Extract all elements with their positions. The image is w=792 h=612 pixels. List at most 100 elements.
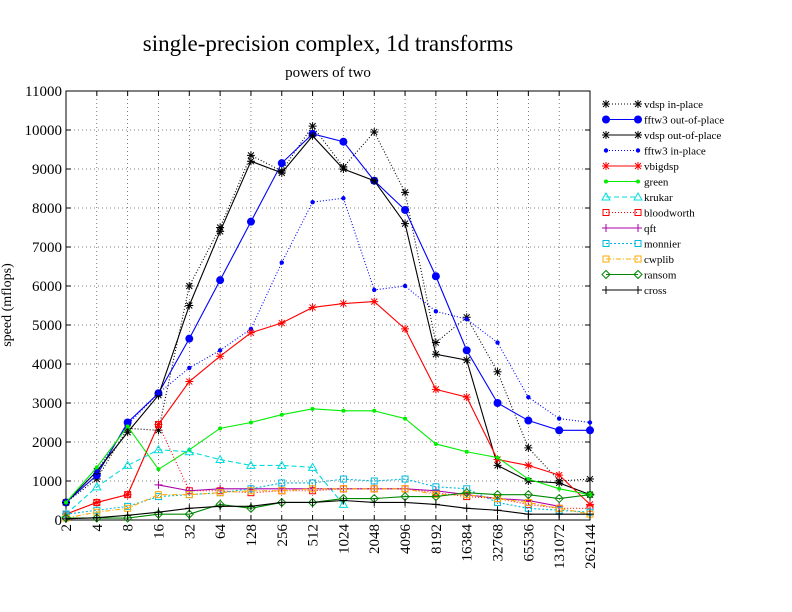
data-point — [586, 475, 594, 484]
legend-label: ransom — [644, 270, 677, 282]
data-point — [92, 513, 101, 522]
data-point — [462, 346, 471, 355]
legend-marker-start — [601, 191, 611, 201]
data-point — [586, 426, 594, 435]
data-point — [310, 406, 315, 411]
x-tick-label: 64 — [213, 524, 229, 540]
x-tick-label: 8192 — [429, 524, 445, 554]
data-point — [461, 487, 472, 498]
legend-label: bloodworth — [644, 208, 695, 220]
legend-item: bloodworth — [602, 208, 695, 220]
chart-subtitle: powers of two — [285, 65, 371, 81]
x-tick-label: 131072 — [552, 524, 568, 569]
data-point — [370, 477, 378, 485]
data-point — [123, 490, 132, 499]
y-axis-label: speed (mflops) — [0, 263, 15, 347]
legend-label: cwplib — [644, 254, 674, 266]
data-point — [493, 367, 502, 376]
legend-item: vdsp out-of-place — [602, 130, 721, 142]
data-point — [554, 493, 564, 504]
legend-marker-start — [602, 209, 610, 216]
series-monnier — [62, 475, 594, 518]
legend: vdsp in-place fftw3 out-of-place vdsp out-… — [601, 99, 724, 297]
x-tick-label: 1024 — [336, 524, 352, 555]
data-point — [91, 481, 102, 491]
data-point — [185, 282, 194, 290]
data-point — [462, 393, 471, 402]
data-point — [370, 176, 379, 185]
legend-label: vdsp in-place — [644, 99, 703, 111]
data-point — [246, 328, 255, 337]
data-point — [463, 491, 471, 499]
data-point — [184, 446, 195, 456]
data-point — [308, 122, 317, 131]
y-tick-label: 6000 — [32, 279, 62, 295]
y-tick-label: 8000 — [32, 201, 62, 217]
legend-marker-start — [602, 255, 610, 263]
data-point — [154, 491, 162, 499]
data-point — [431, 338, 440, 347]
data-point — [247, 487, 255, 495]
data-point — [555, 510, 564, 519]
legend-label: cross — [644, 285, 667, 297]
legend-marker-start — [601, 269, 611, 280]
x-axis: 2 4 8 16 32 64 128 256 512 1024 2048 4096 8192 16384 3… — [59, 91, 599, 569]
data-point — [185, 301, 194, 310]
legend-marker-end — [634, 224, 642, 232]
series-line — [65, 449, 344, 515]
data-point — [339, 137, 348, 146]
data-point — [492, 489, 503, 500]
legend-marker-end — [634, 255, 642, 263]
legend-label: fftw3 in-place — [644, 146, 706, 158]
data-point — [464, 449, 469, 454]
legend-marker-end — [634, 131, 642, 139]
x-tick-label: 256 — [275, 524, 291, 547]
data-point — [216, 489, 224, 497]
legend-label: vdsp out-of-place — [644, 130, 721, 142]
legend-label: vbigdsp — [644, 161, 679, 173]
legend-marker-end — [633, 191, 643, 201]
data-point — [555, 471, 564, 480]
data-point — [122, 460, 133, 469]
data-point — [154, 480, 163, 489]
x-tick-label: 2 — [59, 524, 75, 532]
data-point — [277, 319, 286, 328]
data-point — [370, 127, 379, 136]
data-point — [307, 462, 318, 471]
data-point — [431, 350, 440, 359]
legend-item: fftw3 in-place — [603, 146, 706, 158]
data-point — [431, 486, 440, 495]
data-point — [156, 391, 161, 396]
data-point — [122, 513, 133, 523]
data-point — [123, 428, 132, 437]
data-point — [462, 356, 471, 365]
data-point — [123, 511, 132, 520]
y-tick-label: 10000 — [25, 123, 63, 139]
x-tick-label: 32 — [182, 524, 198, 539]
series-green — [64, 406, 592, 505]
series-vdsp-out-of-place — [62, 131, 594, 507]
series-line — [65, 135, 591, 503]
x-tick-label: 4 — [90, 524, 106, 532]
data-point — [401, 188, 410, 197]
data-point — [124, 504, 132, 512]
data-point — [215, 454, 225, 464]
data-point — [277, 498, 286, 507]
data-point — [248, 420, 253, 425]
data-point — [185, 377, 194, 386]
data-point — [124, 491, 132, 499]
data-point — [277, 159, 286, 168]
data-point — [370, 485, 378, 493]
data-point — [125, 424, 130, 429]
legend-item: vdsp in-place — [602, 99, 703, 111]
legend-item: monnier — [602, 239, 681, 251]
data-point — [279, 412, 284, 417]
legend-marker-end — [634, 286, 642, 294]
legend-marker-end — [634, 240, 642, 247]
legend-label: green — [644, 177, 669, 189]
data-point — [246, 502, 255, 511]
data-point — [185, 486, 194, 495]
y-axis: 0 1000 2000 3000 4000 5000 6000 7000 8000 9000 100… — [25, 84, 590, 529]
data-point — [401, 498, 410, 507]
